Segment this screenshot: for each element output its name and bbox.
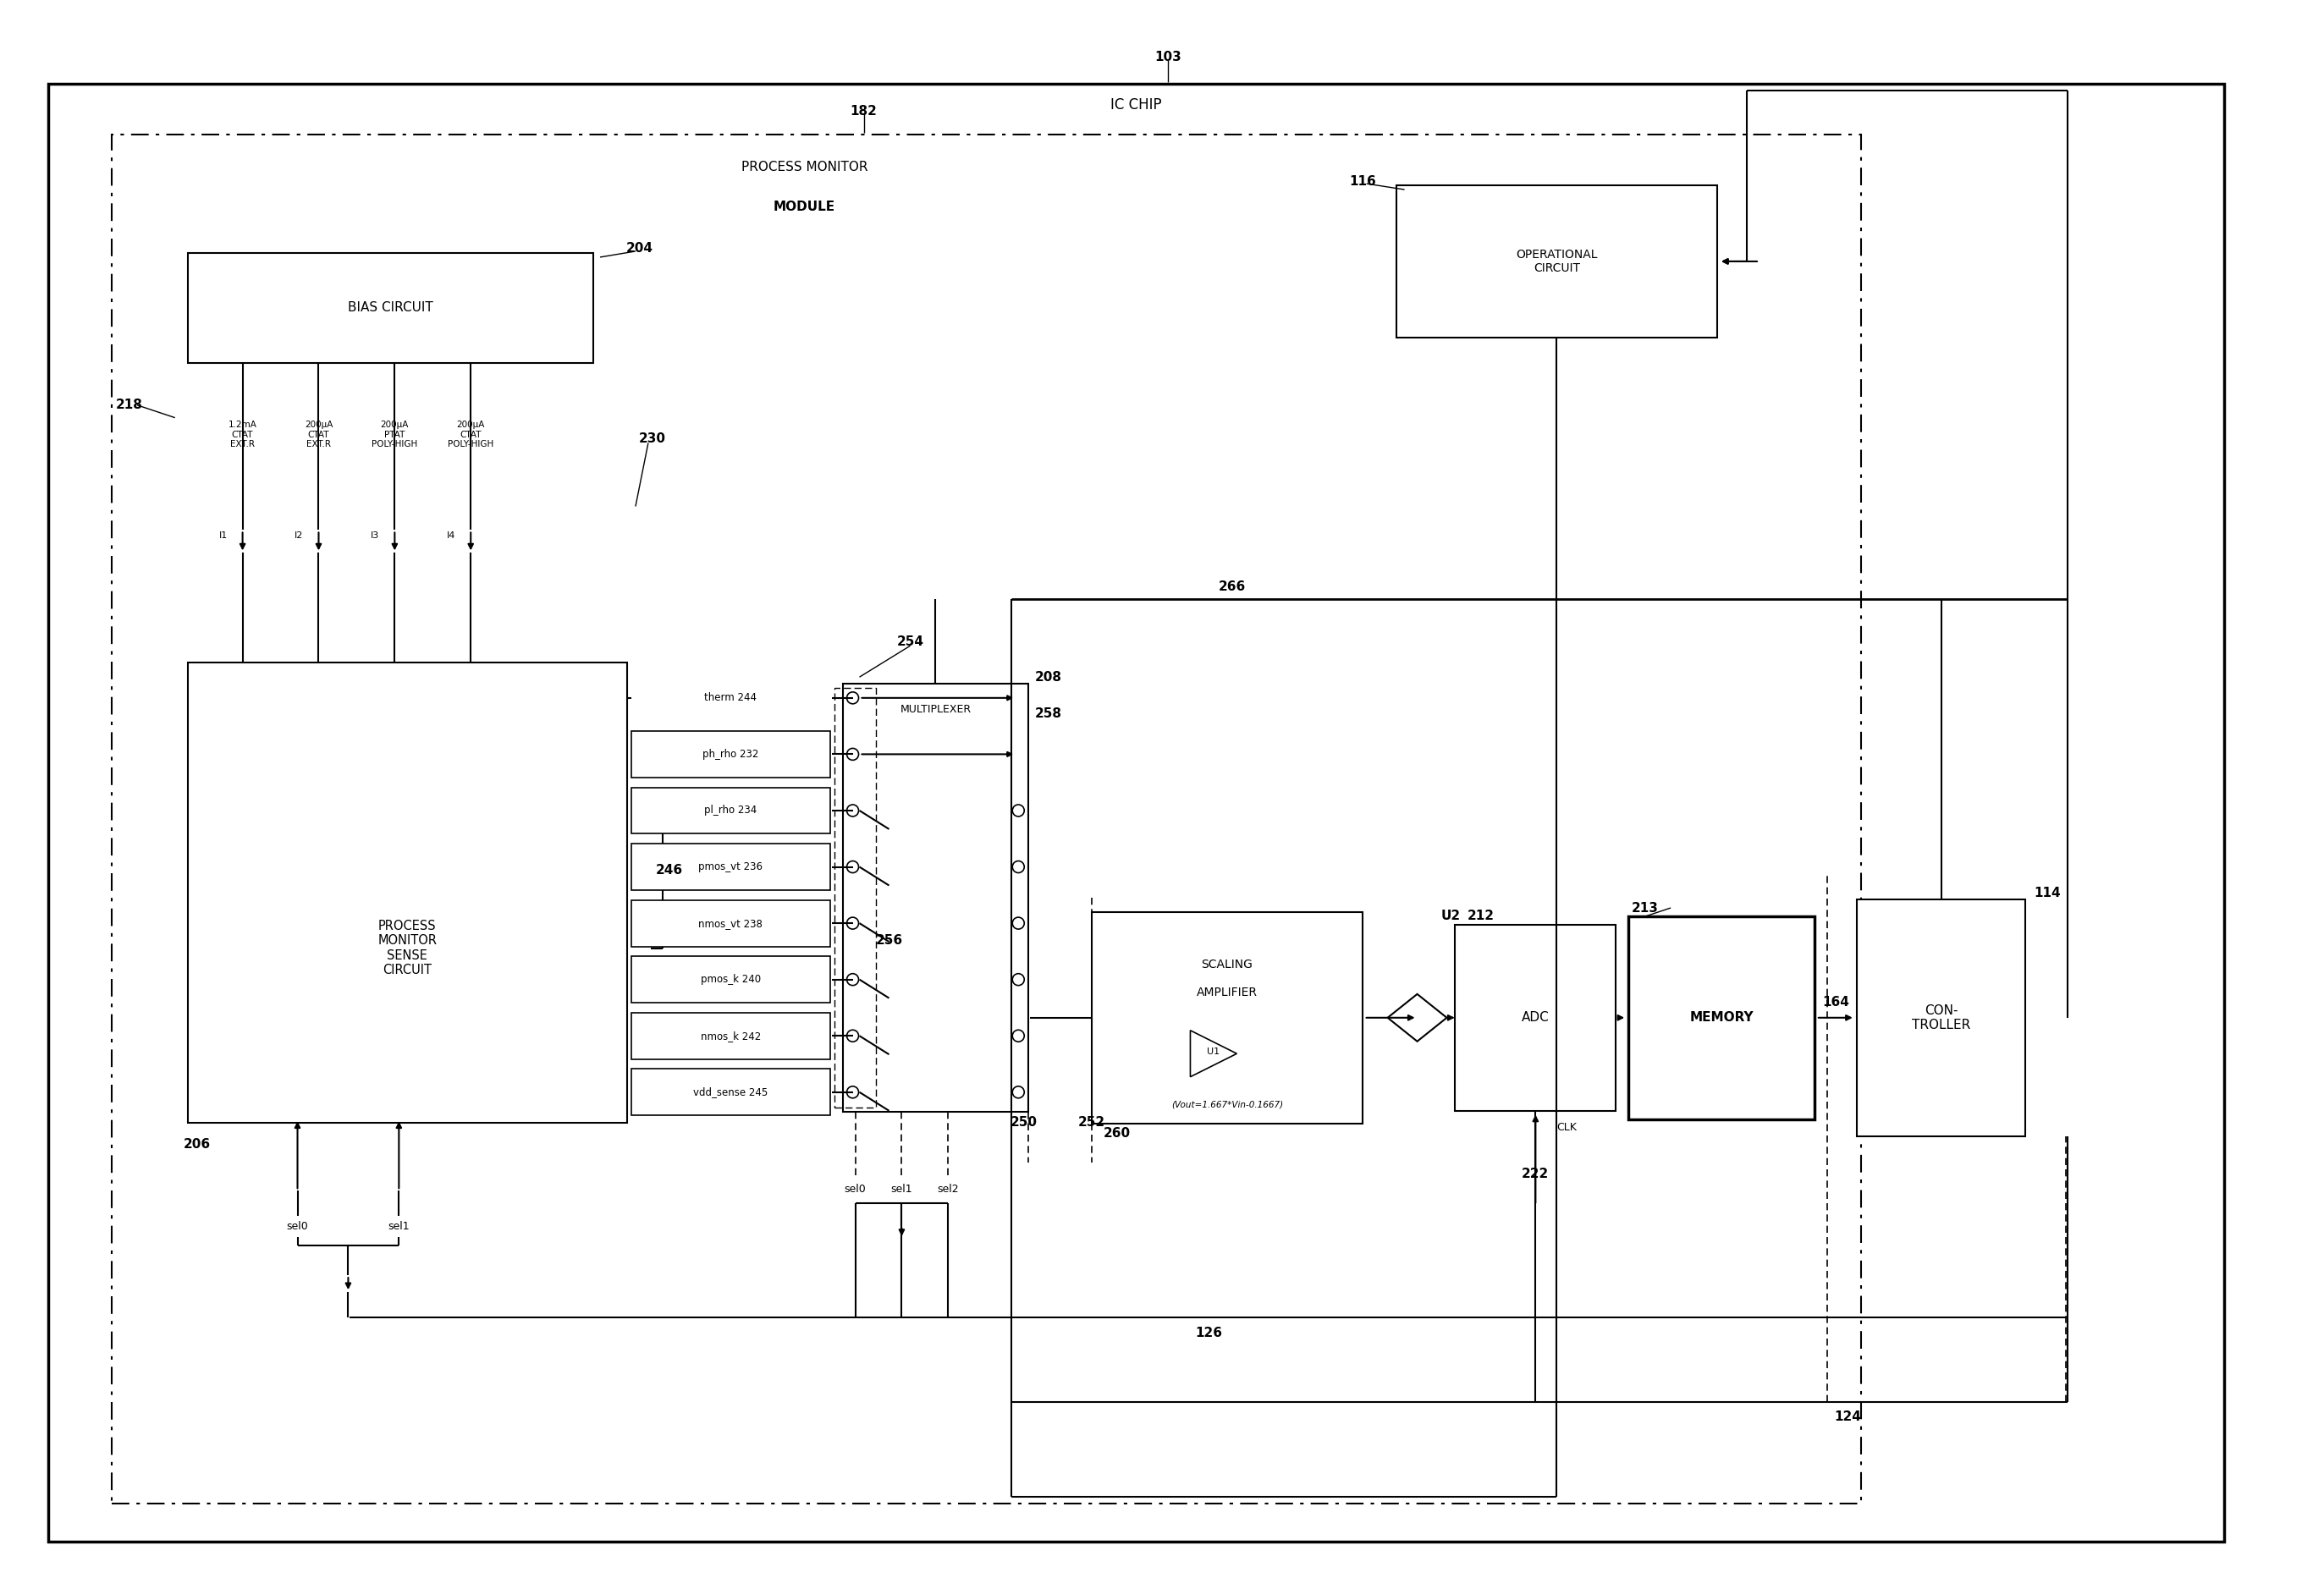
Text: 200μA
CTAT
POLY-HIGH: 200μA CTAT POLY-HIGH (449, 421, 493, 448)
Text: 246: 246 (655, 863, 683, 876)
Text: pmos_vt 236: pmos_vt 236 (700, 861, 762, 872)
Bar (1857, 899, 2027, 1136)
Text: 164: 164 (1822, 996, 1850, 1009)
Text: nmos_k 242: nmos_k 242 (700, 1030, 760, 1041)
Text: 206: 206 (184, 1138, 211, 1150)
Bar (632, 731, 830, 777)
Text: (Vout=1.667*Vin-0.1667): (Vout=1.667*Vin-0.1667) (1171, 1101, 1283, 1109)
Text: 258: 258 (1034, 707, 1062, 720)
Text: MEMORY: MEMORY (1690, 1011, 1752, 1023)
Text: therm 244: therm 244 (704, 693, 758, 704)
Bar (112, 135, 1862, 1503)
Bar (834, 688, 876, 1108)
Text: 124: 124 (1834, 1411, 1862, 1424)
Bar (1629, 917, 1815, 1119)
Bar (632, 787, 830, 834)
Text: sel2: sel2 (937, 1184, 960, 1195)
Text: 182: 182 (851, 105, 876, 118)
Text: MODULE: MODULE (774, 200, 837, 213)
Text: 260: 260 (1104, 1127, 1132, 1139)
Text: 204: 204 (625, 243, 653, 256)
Bar (632, 844, 830, 890)
Text: 252: 252 (1078, 1115, 1106, 1128)
Text: 114: 114 (2034, 887, 2061, 899)
Text: OPERATIONAL
CIRCUIT: OPERATIONAL CIRCUIT (1515, 248, 1597, 275)
Text: PROCESS
MONITOR
SENSE
CIRCUIT: PROCESS MONITOR SENSE CIRCUIT (379, 920, 437, 977)
Text: PROCESS MONITOR: PROCESS MONITOR (741, 160, 867, 173)
Text: 200μA
CTAT
EXT.R: 200μA CTAT EXT.R (304, 421, 332, 448)
Text: pl_rho 234: pl_rho 234 (704, 806, 758, 817)
Bar (632, 957, 830, 1003)
Bar (1092, 912, 1362, 1123)
Bar (632, 1069, 830, 1115)
Text: sel1: sel1 (890, 1184, 913, 1195)
Text: 200μA
PTAT
POLY-HIGH: 200μA PTAT POLY-HIGH (372, 421, 418, 448)
Text: 266: 266 (1218, 580, 1246, 593)
Text: 222: 222 (1522, 1168, 1550, 1181)
Text: ph_rho 232: ph_rho 232 (702, 748, 758, 760)
Bar (632, 1012, 830, 1060)
Bar (188, 253, 593, 362)
Text: BIAS CIRCUIT: BIAS CIRCUIT (349, 302, 432, 315)
Text: pmos_k 240: pmos_k 240 (700, 974, 760, 985)
Text: IC CHIP: IC CHIP (1111, 97, 1162, 113)
Text: I2: I2 (295, 532, 304, 540)
Text: 208: 208 (1034, 671, 1062, 683)
Text: ADC: ADC (1522, 1011, 1550, 1023)
Text: sel0: sel0 (286, 1220, 309, 1231)
Bar (632, 899, 830, 947)
Bar (188, 663, 627, 1123)
Text: 1.2mA
CTAT
EXT.R: 1.2mA CTAT EXT.R (228, 421, 258, 448)
Text: 218: 218 (116, 399, 142, 412)
Text: I3: I3 (372, 532, 379, 540)
Text: U1: U1 (1206, 1047, 1220, 1057)
Text: I1: I1 (218, 532, 228, 540)
Text: 256: 256 (876, 934, 902, 947)
Text: 213: 213 (1631, 901, 1659, 914)
Text: vdd_sense 245: vdd_sense 245 (693, 1087, 767, 1098)
Text: 116: 116 (1350, 175, 1376, 188)
Text: I4: I4 (446, 532, 456, 540)
Text: AMPLIFIER: AMPLIFIER (1197, 987, 1257, 998)
Text: sel0: sel0 (844, 1184, 867, 1195)
Text: MULTIPLEXER: MULTIPLEXER (899, 704, 971, 715)
Text: 254: 254 (897, 636, 923, 648)
Text: U2: U2 (1441, 910, 1462, 923)
Bar (1397, 186, 1717, 337)
Text: CON-
TROLLER: CON- TROLLER (1913, 1004, 1971, 1031)
Text: 103: 103 (1155, 51, 1181, 64)
Text: 250: 250 (1011, 1115, 1039, 1128)
Text: SCALING: SCALING (1202, 960, 1253, 971)
Text: CLK: CLK (1557, 1122, 1578, 1133)
Bar (1455, 925, 1615, 1111)
Text: sel1: sel1 (388, 1220, 409, 1231)
Text: nmos_vt 238: nmos_vt 238 (700, 918, 762, 928)
Text: 126: 126 (1195, 1327, 1222, 1340)
Text: 212: 212 (1466, 910, 1494, 923)
Text: 230: 230 (639, 432, 667, 445)
Bar (844, 683, 1030, 1112)
